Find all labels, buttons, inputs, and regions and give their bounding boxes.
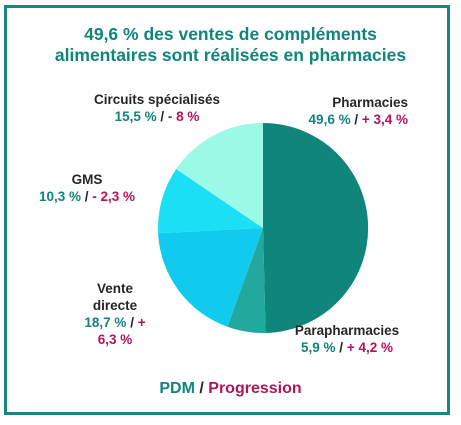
progression-pharmacies: + 3,4 % xyxy=(361,112,408,127)
progression-vente-directe-line2: 6,3 % xyxy=(97,332,133,347)
pdm-vente-directe: 18,7 % xyxy=(84,315,127,330)
legend-separator: / xyxy=(194,380,209,397)
slice-name-pharmacies: Pharmacies xyxy=(332,95,408,110)
progression-gms: - 2,3 % xyxy=(92,189,136,204)
progression-vente-directe-line1: + xyxy=(137,315,146,330)
label-pharmacies: Pharmacies 49,6 % / + 3,4 % xyxy=(268,94,408,128)
pdm-gms: 10,3 % xyxy=(38,189,81,204)
pie-slice-vente-directe xyxy=(158,228,263,327)
progression-parapharmacies: + 4,2 % xyxy=(346,340,393,355)
pie-slice-parapharmacies xyxy=(227,228,266,334)
progression-circuits-specialises: - 8 % xyxy=(167,109,200,124)
chart-title-line2: alimentaires sont réalisées en pharmacie… xyxy=(54,45,407,65)
chart-title-line1: 49,6 % des ventes de compléments xyxy=(84,24,377,44)
pdm-circuits-specialises: 15,5 % xyxy=(114,109,157,124)
pie-slice-gms xyxy=(157,168,263,234)
slice-name-parapharmacies: Parapharmacies xyxy=(294,323,400,338)
slice-name-circuits-specialises: Circuits spécialisés xyxy=(93,92,221,107)
pdm-pharmacies: 49,6 % xyxy=(308,112,351,127)
slice-name-vente-directe-line2: directe xyxy=(92,298,138,313)
legend: PDM / Progression xyxy=(0,380,461,398)
slice-name-gms: GMS xyxy=(71,172,103,187)
label-gms: GMS 10,3 % / - 2,3 % xyxy=(22,171,152,205)
slice-name-vente-directe-line1: Vente xyxy=(96,281,134,296)
label-circuits-specialises: Circuits spécialisés 15,5 % / - 8 % xyxy=(68,91,246,125)
legend-progression: Progression xyxy=(208,380,302,397)
legend-pdm: PDM xyxy=(159,380,195,397)
label-vente-directe: Vente directe 18,7 % / + 6,3 % xyxy=(60,280,170,348)
pie-slice-pharmacies xyxy=(263,122,369,333)
label-parapharmacies: Parapharmacies 5,9 % / + 4,2 % xyxy=(272,322,422,356)
pdm-parapharmacies: 5,9 % xyxy=(301,340,336,355)
pie-slice-circuits-specialises xyxy=(176,123,263,228)
